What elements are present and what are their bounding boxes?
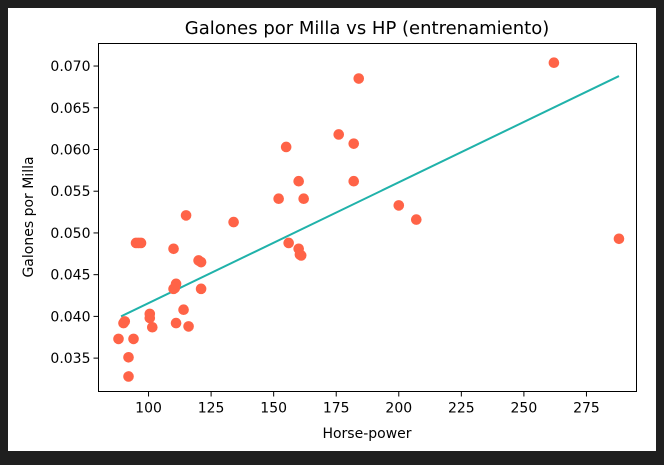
plot-area <box>113 57 625 382</box>
data-point <box>170 317 182 329</box>
data-point <box>144 312 156 324</box>
data-point <box>295 250 307 261</box>
x-axis-label: Horse-power <box>322 426 411 442</box>
data-point <box>147 321 158 333</box>
x-tick-label: 150 <box>260 401 287 417</box>
data-point <box>168 243 179 255</box>
y-tick-label: 0.045 <box>50 268 90 284</box>
x-tick-label: 275 <box>573 401 600 417</box>
data-point <box>119 316 131 327</box>
scatter-chart: Galones por Milla vs HP (entrenamiento) … <box>21 18 637 442</box>
data-point <box>393 200 405 211</box>
data-point <box>410 214 422 225</box>
data-point <box>293 175 304 187</box>
regression-line <box>120 75 620 318</box>
x-tick-label: 225 <box>448 401 475 417</box>
data-point <box>298 193 309 205</box>
data-point <box>170 278 182 290</box>
data-point <box>180 210 192 221</box>
data-point <box>353 73 365 84</box>
data-point <box>135 237 147 249</box>
y-tick-label: 0.035 <box>50 351 90 367</box>
chart-figure: Galones por Milla vs HP (entrenamiento) … <box>8 8 656 451</box>
x-tick-label: 200 <box>385 401 412 417</box>
y-tick-label: 0.070 <box>50 59 90 75</box>
data-point <box>183 321 194 332</box>
data-point <box>195 256 207 268</box>
data-point <box>273 193 284 205</box>
y-tick-label: 0.055 <box>50 184 90 200</box>
data-point <box>333 129 345 140</box>
data-point <box>123 351 134 363</box>
x-tick-label: 250 <box>511 401 538 417</box>
data-point <box>178 304 189 316</box>
data-point <box>348 138 360 149</box>
data-point <box>195 283 207 295</box>
data-point <box>548 57 560 68</box>
x-tick-label: 125 <box>198 401 225 417</box>
data-point <box>128 333 139 345</box>
y-tick-label: 0.060 <box>50 142 90 158</box>
data-point <box>613 233 625 245</box>
chart-title: Galones por Milla vs HP (entrenamiento) <box>185 18 549 39</box>
data-point <box>123 371 134 382</box>
y-axis-label: Galones por Milla <box>21 156 37 277</box>
x-tick-label: 175 <box>323 401 350 417</box>
y-axis-ticks: 0.035 0.040 0.045 0.050 0.055 0.060 0.065 0.070 <box>50 59 99 367</box>
axes-frame <box>98 43 637 392</box>
data-point <box>113 333 124 345</box>
data-point <box>228 216 239 228</box>
y-tick-label: 0.065 <box>50 101 90 117</box>
data-point <box>283 237 294 249</box>
y-tick-label: 0.050 <box>50 226 90 242</box>
x-axis-ticks: 100 125 150 175 200 225 250 275 <box>135 391 600 417</box>
y-tick-label: 0.040 <box>50 309 90 325</box>
x-tick-label: 100 <box>135 401 162 417</box>
data-point <box>280 141 292 153</box>
data-point <box>348 175 360 187</box>
